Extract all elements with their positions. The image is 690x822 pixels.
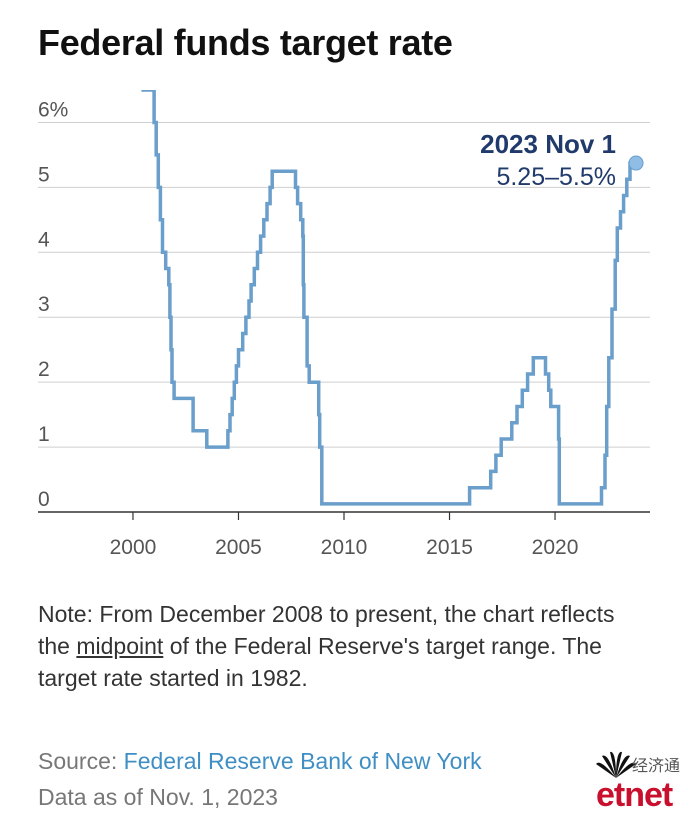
source-link[interactable]: Federal Reserve Bank of New York [123, 748, 482, 774]
y-tick-label: 2 [38, 358, 50, 381]
fed-funds-line-chart: 0 1 2 3 4 5 6% 2000 2005 2010 2015 2020 2023 Nov 1… [38, 90, 650, 559]
y-axis: 0 1 2 3 4 5 6% [38, 98, 68, 511]
chart-note: Note: From December 2008 to present, the… [38, 598, 638, 694]
rate-line [141, 90, 637, 506]
y-tick-label: 5 [38, 163, 50, 186]
annotation-value: 5.25–5.5% [496, 163, 616, 191]
chart-title: Federal funds target rate [38, 22, 453, 63]
x-axis [38, 511, 650, 520]
x-tick-label: 2005 [215, 536, 262, 559]
source-line: Source: Federal Reserve Bank of New York [38, 748, 482, 775]
grid-lines [38, 121, 650, 448]
annotation-date: 2023 Nov 1 [480, 129, 616, 159]
rate-series [141, 90, 637, 506]
note-text-1: Note: From December 2008 to present, the… [38, 601, 615, 659]
note-text-2: of the Federal Reserve's target range. T… [38, 633, 602, 691]
y-tick-label: 3 [38, 293, 50, 316]
x-tick-labels: 2000 2005 2010 2015 2020 [110, 536, 579, 559]
y-tick-label: 6% [38, 98, 68, 121]
x-tick-label: 2000 [110, 536, 157, 559]
latest-point-marker [628, 155, 644, 171]
y-tick-label: 1 [38, 423, 50, 446]
y-tick-label: 4 [38, 228, 50, 251]
x-tick-label: 2015 [426, 536, 473, 559]
latest-annotation: 2023 Nov 1 5.25–5.5% [480, 129, 644, 191]
peacock-logo-icon [596, 751, 636, 778]
x-tick-label: 2010 [321, 536, 368, 559]
data-as-of: Data as of Nov. 1, 2023 [38, 784, 278, 810]
source-label: Source: [38, 748, 124, 774]
x-tick-label: 2020 [532, 536, 579, 559]
midpoint-link[interactable]: midpoint [76, 633, 164, 659]
watermark: 经济通 etnet [588, 746, 684, 816]
y-tick-label: 0 [38, 488, 50, 511]
watermark-text-bottom: etnet [596, 776, 673, 814]
watermark-text-top: 经济通 [632, 758, 681, 775]
